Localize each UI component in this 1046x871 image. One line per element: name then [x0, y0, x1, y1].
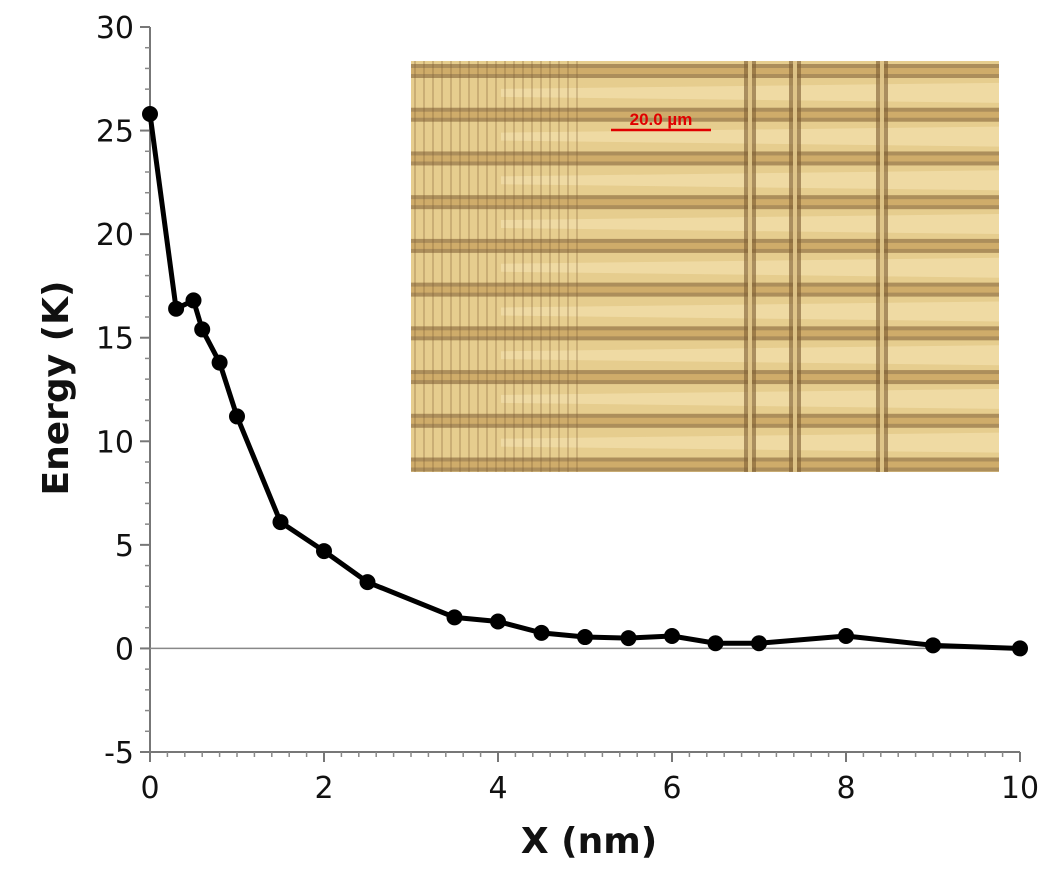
data-point	[577, 629, 593, 646]
data-point	[664, 628, 680, 644]
x-tick-marks	[149, 752, 1021, 762]
data-point	[168, 300, 185, 317]
data-point	[359, 574, 376, 591]
data-point	[490, 613, 506, 630]
x-tick-label: 8	[836, 771, 855, 806]
inset-stripe-core	[411, 286, 999, 293]
data-point	[194, 321, 211, 338]
data-point	[229, 408, 245, 425]
inset-stripe-core	[411, 111, 999, 118]
inset-wedge	[501, 476, 999, 496]
inset-bus-core	[793, 61, 797, 472]
scale-bar-label: 20.0 µm	[630, 110, 693, 129]
y-tick-labels: -5 0 5 10 15 20 25 30	[96, 11, 134, 771]
y-tick-label: 5	[115, 529, 134, 564]
x-tick-label: 4	[488, 771, 507, 806]
data-point	[838, 628, 854, 644]
y-tick-label: 0	[115, 632, 134, 667]
y-tick-marks	[140, 26, 150, 753]
data-point	[185, 292, 202, 309]
inset-stripe-core	[411, 374, 999, 381]
data-point	[316, 543, 332, 560]
inset-stripe-core	[411, 330, 999, 337]
inset-bus-core	[880, 61, 884, 472]
x-minor-ticks	[166, 752, 1004, 757]
inset-stripe-core	[411, 68, 999, 74]
data-point	[272, 514, 289, 531]
inset-stripe-core	[411, 461, 999, 468]
y-minor-ticks	[145, 46, 150, 733]
micrograph-inset: 20.0 µm	[411, 61, 999, 496]
inset-bus-core	[748, 61, 752, 472]
y-tick-label: -5	[104, 736, 134, 771]
x-tick-labels: 0 2 4 6 8 10	[140, 771, 1039, 806]
inset-stripe-core	[411, 155, 999, 162]
inset-stripe-core	[411, 242, 999, 249]
data-point	[446, 609, 463, 626]
y-tick-label: 20	[96, 218, 134, 253]
inset-pattern	[411, 61, 999, 496]
y-tick-label: 25	[96, 115, 134, 150]
x-tick-label: 10	[1001, 771, 1039, 806]
y-tick-label: 10	[96, 425, 134, 460]
data-point	[751, 635, 767, 652]
x-tick-label: 6	[662, 771, 681, 806]
data-point	[142, 106, 158, 122]
y-axis-title: Energy (K)	[36, 281, 77, 496]
series-layer	[142, 106, 1028, 657]
inset-stripe-core	[411, 199, 999, 206]
data-point	[620, 630, 637, 647]
data-point	[211, 354, 228, 371]
x-axis-title: X (nm)	[521, 821, 657, 862]
x-tick-label: 0	[140, 771, 159, 806]
data-point	[925, 637, 941, 654]
data-point	[533, 624, 550, 641]
data-point	[707, 635, 724, 652]
y-tick-label: 30	[96, 11, 134, 46]
y-tick-label: 15	[96, 322, 134, 357]
data-point	[1012, 640, 1028, 657]
inset-stripe-core	[411, 417, 999, 424]
x-tick-label: 2	[314, 771, 333, 806]
